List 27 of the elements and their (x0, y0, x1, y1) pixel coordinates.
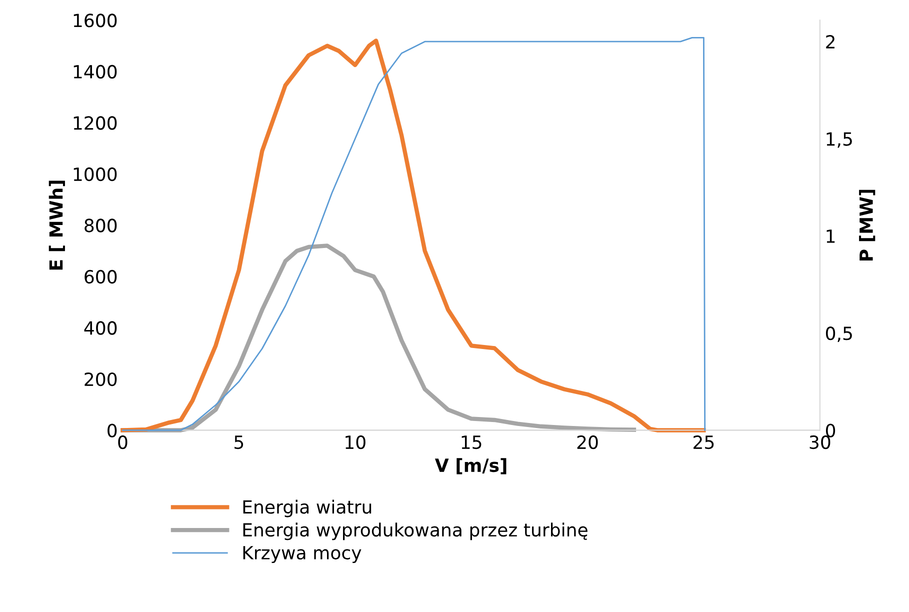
x-tick-label: 30 (810, 435, 830, 450)
y-tick-label: 200 (84, 372, 117, 386)
y-axis-title: E [ MWh] (48, 180, 65, 270)
x-tick-label: 0 (118, 435, 128, 450)
y2-tick-label: 1,5 (826, 132, 852, 148)
y-tick-label: 1000 (74, 167, 117, 182)
y2-tick-label: 1 (826, 230, 835, 243)
y2-tick-label: 0 (826, 424, 836, 438)
x-tick-label: 20 (577, 435, 598, 450)
y-tick-label: 800 (84, 218, 117, 232)
legend-label: Energia wyprodukowana przez turbinę (243, 522, 588, 540)
y2-tick-label: 0,5 (826, 326, 852, 342)
y-tick-label: 1600 (74, 14, 117, 28)
legend-label: Krzywa mocy (243, 546, 362, 564)
y2-tick-label: 2 (826, 35, 834, 48)
y-tick-label: 0 (108, 424, 117, 438)
y2-axis-title: P [MW] (859, 190, 876, 261)
y-tick-label: 1400 (74, 64, 117, 79)
x-tick-label: 10 (346, 435, 366, 450)
y-tick-label: 600 (84, 270, 117, 284)
x-tick-label: 5 (234, 436, 244, 450)
x-tick-label: 25 (694, 435, 714, 450)
y-tick-label: 1200 (74, 116, 117, 130)
x-tick-label: 15 (462, 436, 482, 450)
y-tick-label: 400 (84, 321, 117, 335)
x-axis-title: V [m/s] (434, 458, 506, 474)
legend-label: Energia wiatru (243, 500, 372, 518)
